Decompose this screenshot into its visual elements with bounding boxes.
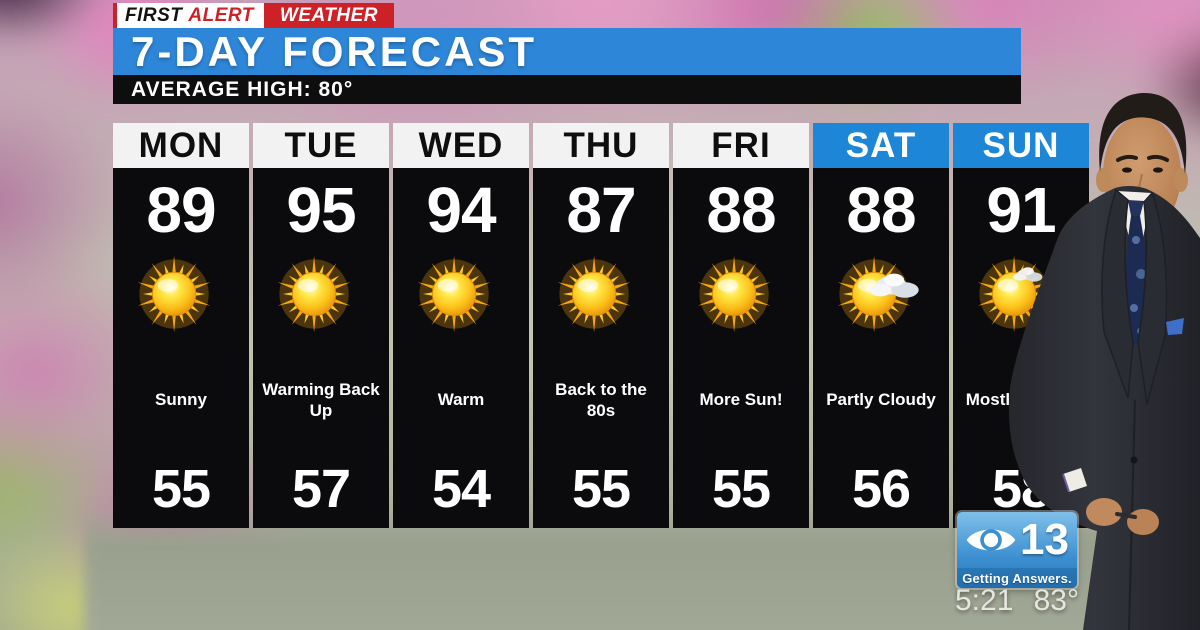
day-label: THU — [533, 123, 669, 168]
day-label: SUN — [953, 123, 1089, 168]
day-panel: 95 Warming Back Up 57 — [253, 168, 389, 528]
time-temp-ticker: 5:21 83° — [955, 584, 1079, 618]
condition-text: Back to the 80s — [555, 379, 647, 420]
cloud-icon — [1013, 267, 1043, 282]
forecast-day-column: WED 94 Warm 54 — [393, 123, 529, 528]
weather-icon — [837, 255, 919, 333]
weatherman-ear — [1096, 168, 1110, 192]
weather-icon — [557, 255, 631, 333]
shirt-cuff — [1063, 468, 1087, 492]
tie-knot — [1128, 200, 1144, 216]
high-temp: 89 — [146, 174, 216, 246]
average-high-bar: AVERAGE HIGH: 80° — [113, 75, 1021, 104]
day-label: FRI — [673, 123, 809, 168]
day-panel: 87 Back to the 80s 55 — [533, 168, 669, 528]
station-tagline: Getting Answers. — [957, 568, 1077, 588]
low-temp: 56 — [851, 459, 911, 519]
jacket-button — [1130, 456, 1138, 464]
weather-icon — [137, 255, 211, 333]
condition-text: Warming Back Up — [262, 379, 380, 420]
high-temp: 94 — [426, 174, 496, 246]
first-alert-box: FIRST ALERT — [113, 3, 264, 28]
high-temp: 88 — [706, 174, 776, 246]
day-label: WED — [393, 123, 529, 168]
suit-lapel — [1137, 191, 1168, 405]
high-temp: 87 — [566, 174, 636, 246]
weather-icon — [417, 255, 491, 333]
channel-number: 13 — [1020, 515, 1069, 564]
low-temp: 57 — [291, 459, 351, 519]
low-temp: 55 — [711, 459, 771, 519]
day-label-text: FRI — [711, 125, 771, 165]
high-temp: 91 — [986, 174, 1056, 246]
day-label-text: WED — [418, 125, 504, 165]
condition-text: Sunny — [155, 390, 207, 410]
high-temp: 95 — [286, 174, 356, 246]
day-label-text: SAT — [845, 125, 917, 165]
pocket-square — [1166, 318, 1184, 335]
condition-text: Warm — [437, 390, 485, 410]
first-alert-weather-banner: FIRST ALERT WEATHER — [113, 3, 395, 28]
forecast-day-column: SAT 88 Partly Cloudy 56 — [813, 123, 949, 528]
suit-lapel — [1101, 188, 1134, 399]
high-temp: 88 — [846, 174, 916, 246]
alert-label: ALERT — [188, 4, 254, 26]
weatherman-ear — [1174, 168, 1188, 192]
forecast-day-column: TUE 95 Warming Back Up 57 — [253, 123, 389, 528]
weatherman-hair — [1099, 92, 1187, 174]
weatherman-hand — [1127, 509, 1159, 535]
forecast-day-column: MON 89 Sunny 55 — [113, 123, 249, 528]
forecast-day-column: FRI 88 More Sun! 55 — [673, 123, 809, 528]
day-label: MON — [113, 123, 249, 168]
weather-icon — [697, 255, 771, 333]
weatherman-hand — [1086, 498, 1122, 526]
day-label: SAT — [813, 123, 949, 168]
day-panel: 88 More Sun! 55 — [673, 168, 809, 528]
day-panel: 94 Warm 54 — [393, 168, 529, 528]
seven-day-forecast: MON 89 Sunny 55 — [113, 123, 1089, 528]
condition-text: Partly Cloudy — [826, 390, 936, 410]
day-label-text: THU — [563, 125, 639, 165]
cuff-stripe — [1062, 473, 1070, 493]
tie-pattern — [1130, 304, 1138, 312]
eyebrow — [1116, 154, 1138, 162]
eye — [1153, 167, 1163, 173]
eye — [1122, 167, 1132, 173]
current-temp: 83° — [1033, 584, 1079, 617]
cbs-eye-icon — [966, 529, 1016, 551]
condition-text: More Sun! — [699, 390, 783, 410]
day-label-text: MON — [138, 125, 224, 165]
weather-label: WEATHER — [279, 4, 379, 26]
cloud-icon — [869, 273, 919, 298]
weatherman — [1008, 92, 1200, 630]
tie-pattern — [1136, 269, 1146, 279]
forecast-day-column: THU 87 Back to the 80s 55 — [533, 123, 669, 528]
day-label-text: SUN — [982, 125, 1060, 165]
first-label: FIRST — [125, 4, 183, 26]
cbs13-logo-main: 13 — [957, 512, 1077, 568]
weather-icon — [277, 255, 351, 333]
weather-box: WEATHER — [263, 3, 395, 28]
low-temp: 55 — [151, 459, 211, 519]
clicker — [1115, 512, 1137, 519]
day-panel: 88 Partly Cloudy 56 — [813, 168, 949, 528]
tie-pattern — [1132, 236, 1140, 244]
day-label-text: TUE — [284, 125, 358, 165]
clock-time: 5:21 — [955, 584, 1014, 617]
low-temp: 55 — [571, 459, 631, 519]
low-temp: 54 — [431, 459, 491, 519]
cbs13-logo: 13 Getting Answers. — [957, 512, 1077, 588]
day-label: TUE — [253, 123, 389, 168]
page-title: 7-DAY FORECAST — [113, 28, 1021, 75]
day-panel: 89 Sunny 55 — [113, 168, 249, 528]
eyebrow — [1147, 154, 1169, 162]
